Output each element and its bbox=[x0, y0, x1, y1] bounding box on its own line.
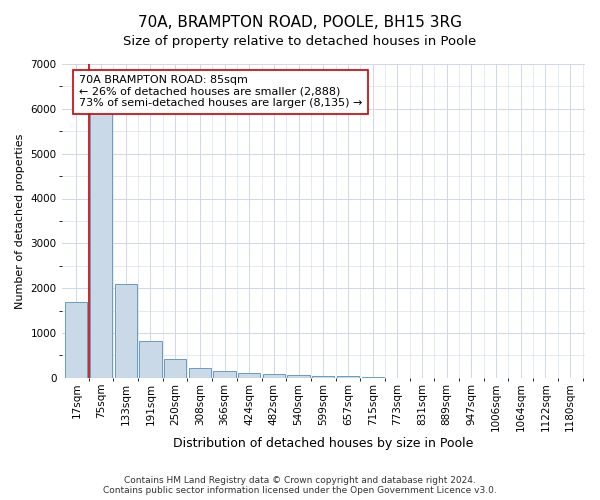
Bar bbox=[362, 377, 384, 378]
Bar bbox=[164, 359, 186, 378]
Bar bbox=[263, 374, 285, 378]
Text: 70A BRAMPTON ROAD: 85sqm
← 26% of detached houses are smaller (2,888)
73% of sem: 70A BRAMPTON ROAD: 85sqm ← 26% of detach… bbox=[79, 75, 362, 108]
Text: Size of property relative to detached houses in Poole: Size of property relative to detached ho… bbox=[124, 35, 476, 48]
X-axis label: Distribution of detached houses by size in Poole: Distribution of detached houses by size … bbox=[173, 437, 473, 450]
Bar bbox=[189, 368, 211, 378]
Text: 70A, BRAMPTON ROAD, POOLE, BH15 3RG: 70A, BRAMPTON ROAD, POOLE, BH15 3RG bbox=[138, 15, 462, 30]
Bar bbox=[65, 302, 88, 378]
Bar bbox=[337, 376, 359, 378]
Y-axis label: Number of detached properties: Number of detached properties bbox=[15, 133, 25, 308]
Bar bbox=[214, 370, 236, 378]
Text: Contains HM Land Registry data © Crown copyright and database right 2024.
Contai: Contains HM Land Registry data © Crown c… bbox=[103, 476, 497, 495]
Bar bbox=[312, 376, 334, 378]
Bar bbox=[238, 374, 260, 378]
Bar bbox=[115, 284, 137, 378]
Bar bbox=[90, 114, 112, 378]
Bar bbox=[287, 376, 310, 378]
Bar bbox=[139, 340, 161, 378]
